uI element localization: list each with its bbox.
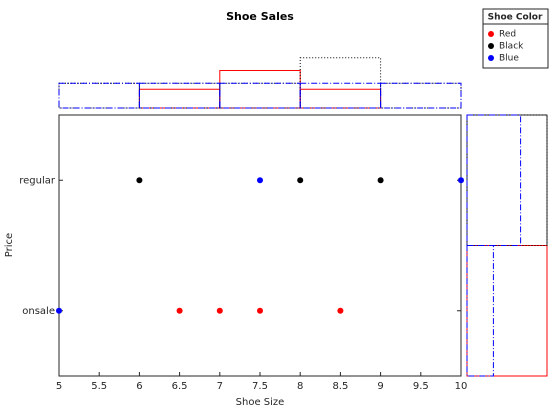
- main-axes: [58, 114, 462, 377]
- x-tick-label: 10: [455, 381, 468, 392]
- chart-title: Shoe Sales: [226, 10, 294, 23]
- y-hist-bar: [466, 114, 548, 246]
- x-tick-label: 8: [297, 381, 303, 392]
- x-tick-label: 8.5: [332, 381, 348, 392]
- x-tick-label: 5.5: [91, 381, 107, 392]
- legend-title: Shoe Color: [488, 13, 543, 23]
- y-tick-label: regular: [19, 175, 56, 186]
- x-hist-bar: [138, 82, 221, 109]
- x-axis-label: Shoe Size: [236, 397, 285, 408]
- y-hist-bar: [466, 114, 522, 246]
- x-tick-label: 7.5: [252, 381, 268, 392]
- y-hist-bar: [466, 245, 494, 377]
- legend-marker: [488, 43, 494, 49]
- x-hist-bar: [58, 82, 140, 109]
- x-hist-bar: [58, 82, 140, 109]
- x-hist-bar: [380, 82, 462, 109]
- x-hist-bar: [299, 88, 382, 109]
- x-tick-label: 7: [217, 381, 223, 392]
- point: [176, 307, 183, 314]
- point: [56, 307, 62, 314]
- x-hist-bar: [138, 88, 221, 109]
- legend-label: Red: [499, 30, 516, 40]
- point: [458, 177, 464, 184]
- point: [377, 177, 384, 184]
- x-tick-label: 6.5: [172, 381, 188, 392]
- y-tick-label: onsale: [22, 306, 55, 317]
- x-hist-bar: [219, 82, 301, 109]
- y-hist-bar: [466, 245, 548, 377]
- x-hist-bar: [219, 82, 301, 109]
- x-tick-label: 6: [136, 381, 142, 392]
- point: [257, 177, 263, 184]
- point: [136, 177, 143, 184]
- point: [337, 307, 344, 314]
- legend-marker: [488, 55, 494, 61]
- legend-marker: [488, 31, 494, 37]
- point: [257, 307, 263, 314]
- x-tick-label: 5: [56, 381, 62, 392]
- y-axis-label: Price: [4, 233, 15, 257]
- x-tick-label: 9.5: [413, 381, 429, 392]
- x-hist-bar: [219, 70, 301, 109]
- x-hist-bar: [299, 82, 382, 109]
- legend-label: Blue: [499, 54, 519, 64]
- x-tick-label: 9: [377, 381, 383, 392]
- legend-label: Black: [499, 42, 524, 52]
- point: [216, 307, 223, 314]
- x-hist-bar: [380, 82, 462, 109]
- x-hist-bar: [138, 82, 221, 109]
- point: [297, 177, 304, 184]
